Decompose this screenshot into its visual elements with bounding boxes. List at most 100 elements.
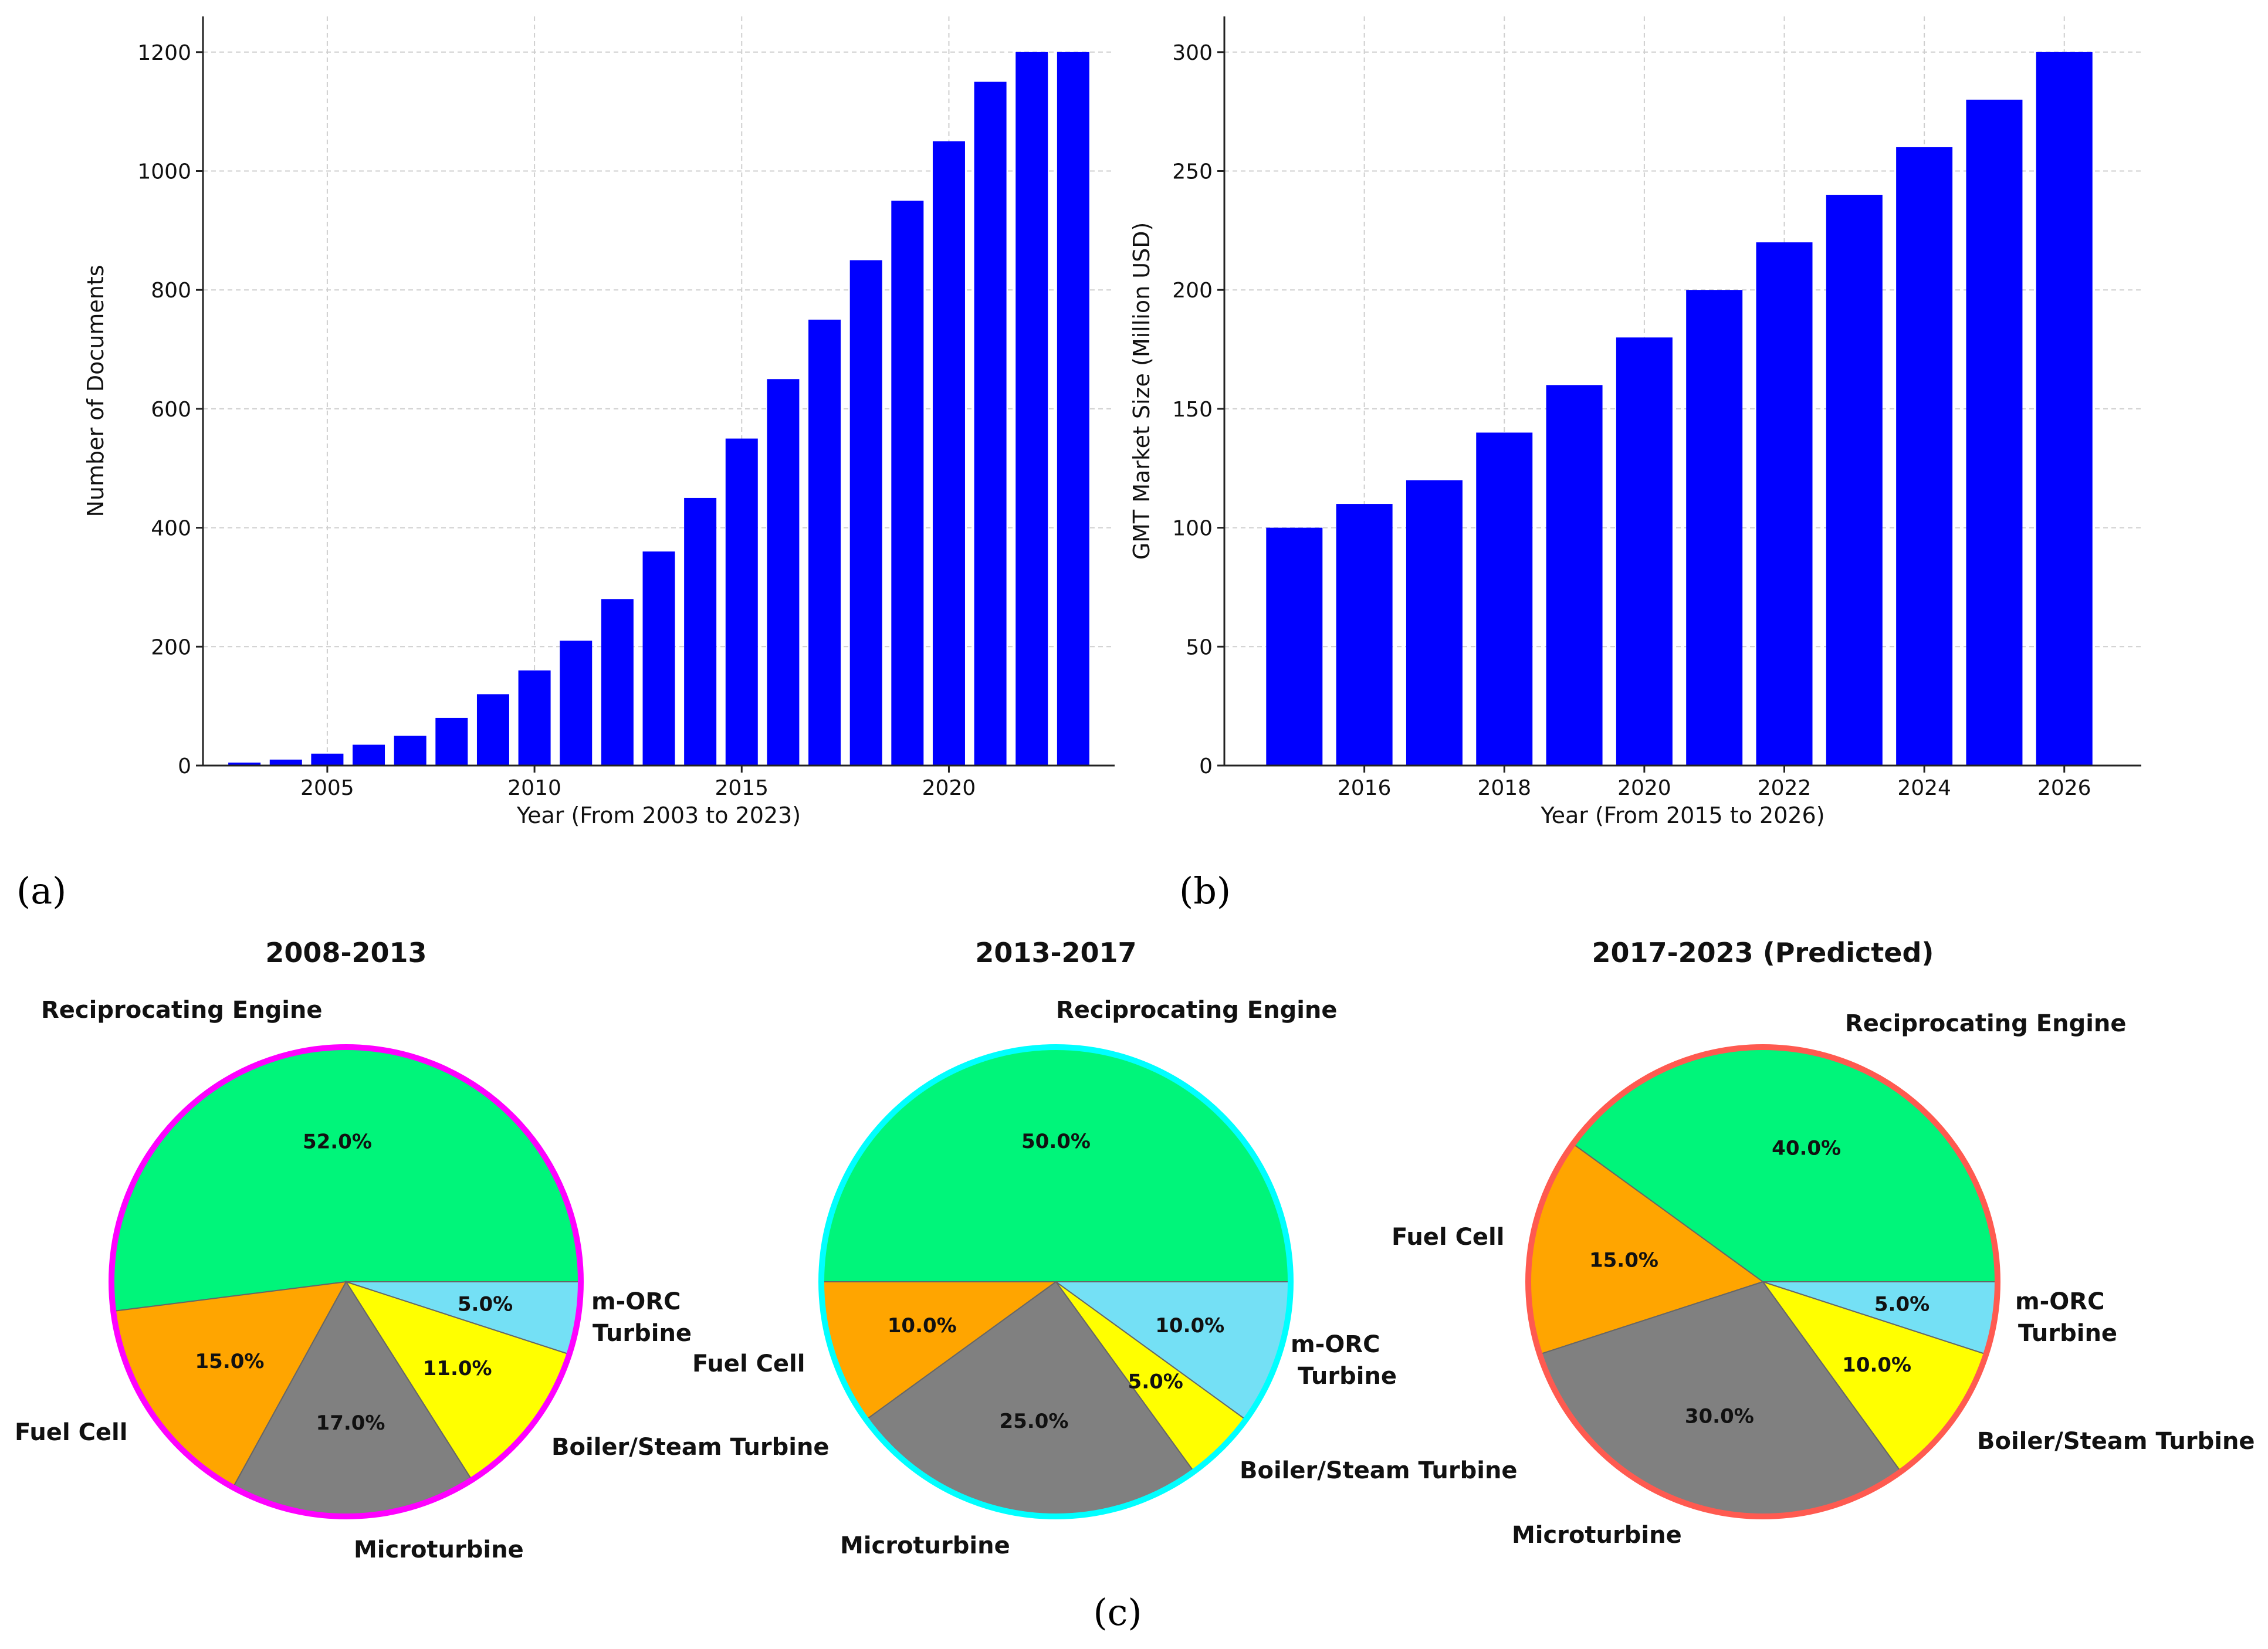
pie-percent-label: 10.0% [1842,1353,1911,1377]
pie-percent-label: 11.0% [423,1357,492,1380]
x-tick-label: 2015 [715,776,769,800]
y-tick-label: 250 [1172,160,1213,184]
pie-ring [1525,1044,2000,1519]
y-tick-label: 0 [178,754,191,778]
label-line: Turbine [1298,1363,1397,1390]
bar-chart-market: 0 50 100 150 200 250 300 2016 2018 2020 2022 2024 20… [1129,16,2141,828]
label-line: Turbine [2018,1320,2117,1347]
pie-chart-2008-2013: 52.0% 15.0% 17.0% 11.0% 5.0% 2008-2013 Recipro… [15,937,830,1563]
pie-chart-2017-2023: 40.0% 15.0% 30.0% 10.0% 5.0% 2017-2023 (Predi… [1392,937,2255,1549]
bar-2016 [1336,504,1393,766]
pie-category-label-3: Boiler/Steam Turbine [1240,1457,1518,1484]
y-tick-label: 600 [151,398,191,422]
panel-label-b: (b) [1179,869,1231,912]
label-line: m-ORC [591,1288,681,1315]
panel-label-a: (a) [16,869,66,912]
x-tick-label: 2024 [1897,776,1951,800]
pie-category-label-4: m-ORC Turbine [2015,1288,2117,1347]
x-tick-label: 2010 [507,776,561,800]
bar-2015 [725,438,758,766]
bar-2010 [518,670,551,766]
bar-2023 [1826,195,1883,766]
y-axis-label: GMT Market Size (Million USD) [1129,222,1155,560]
pie-category-label-2: Microturbine [354,1536,524,1563]
bar-2003 [228,762,261,766]
x-tick-label: 2022 [1758,776,1812,800]
y-axis-label: Number of Documents [83,265,109,517]
pie-ring [818,1044,1294,1519]
x-tick-label: 2020 [922,776,976,800]
bar-2019 [1546,385,1603,766]
bar-2023 [1057,52,1089,766]
x-axis-label: Year (From 2003 to 2023) [516,803,801,828]
label-line: m-ORC [1291,1331,1380,1358]
bar-2005 [311,753,344,766]
y-tick-label: 50 [1186,635,1213,659]
pie-category-label-4: m-ORC Turbine [591,1288,692,1347]
pie-ring [109,1044,584,1519]
bar-2022 [1756,242,1813,766]
pie-percent-label: 5.0% [1128,1370,1183,1394]
x-tick-label: 2018 [1477,776,1531,800]
pie-category-label-4: m-ORC Turbine [1291,1331,1397,1390]
bar-2004 [269,759,302,766]
y-tick-label: 0 [1199,754,1213,778]
x-tick-label: 2016 [1338,776,1392,800]
bar-2026 [2036,52,2093,766]
bar-2009 [476,694,509,766]
x-tick-label: 2026 [2037,776,2091,800]
pie-title: 2008-2013 [265,937,426,969]
pie-category-label-1: Fuel Cell [692,1350,805,1377]
bar-2022 [1015,52,1048,766]
pie-percent-label: 5.0% [1874,1293,1930,1316]
bar-2006 [353,744,385,766]
y-tick-label: 100 [1172,517,1213,541]
pie-percent-label: 15.0% [195,1350,265,1373]
pie-category-label-2: Microturbine [840,1532,1010,1559]
x-tick-label: 2020 [1617,776,1671,800]
pie-slice-0 [820,1047,1292,1282]
pie-percent-label: 30.0% [1685,1404,1754,1428]
bar-2018 [849,260,882,766]
x-tick-label: 2005 [300,776,354,800]
bar-2015 [1266,527,1323,766]
pie-category-label-0: Reciprocating Engine [1845,1010,2127,1037]
pie-percent-label: 52.0% [303,1130,372,1153]
label-line: Turbine [593,1320,692,1347]
pie-chart-2013-2017: 50.0% 10.0% 25.0% 5.0% 10.0% 2013-2017 Recipro… [692,937,1518,1559]
bar-2020 [1616,337,1673,766]
y-tick-label: 200 [151,635,191,659]
pie-category-label-3: Boiler/Steam Turbine [1977,1428,2255,1455]
y-tick-label: 150 [1172,398,1213,422]
y-tick-label: 200 [1172,279,1213,303]
pie-percent-label: 50.0% [1021,1130,1091,1153]
bar-chart-documents: 0 200 400 600 800 1000 1200 2005 2010 2015 2020 Yea… [83,16,1115,828]
pie-title: 2013-2017 [975,937,1136,969]
pie-percent-label: 10.0% [1155,1314,1224,1338]
bar-2019 [891,201,924,766]
pie-title: 2017-2023 (Predicted) [1592,937,1934,969]
pie-percent-label: 5.0% [458,1293,513,1316]
bar-2013 [642,551,675,766]
bar-2016 [767,379,800,766]
y-tick-label: 1200 [137,41,191,65]
y-tick-label: 400 [151,517,191,541]
bar-2014 [684,497,717,766]
bar-2018 [1476,432,1533,766]
bar-2017 [1406,480,1463,766]
y-tick-label: 300 [1172,41,1213,65]
x-axis-label: Year (From 2015 to 2026) [1540,803,1824,828]
y-tick-label: 1000 [137,160,191,184]
pie-category-label-3: Boiler/Steam Turbine [551,1434,830,1461]
pie-percent-label: 40.0% [1772,1137,1841,1160]
bar-2024 [1896,147,1953,766]
bar-2017 [808,319,841,766]
panel-label-c: (c) [1093,1591,1142,1634]
bar-2025 [1966,99,2023,766]
bar-2011 [560,641,593,766]
pie-slice-0 [111,1046,582,1312]
pie-percent-label: 10.0% [888,1314,957,1338]
pie-category-label-2: Microturbine [1512,1522,1682,1549]
label-line: m-ORC [2015,1288,2104,1315]
